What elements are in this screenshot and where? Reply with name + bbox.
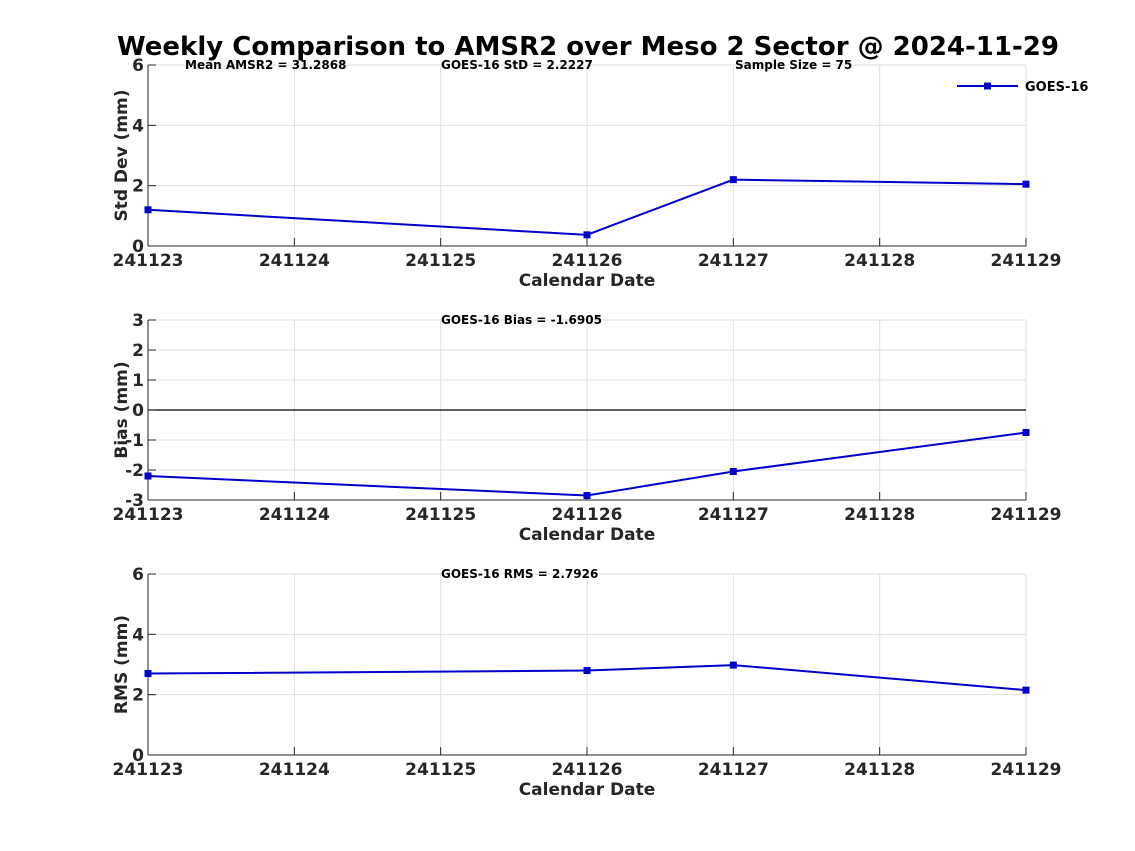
- bias-data-point: [1022, 429, 1030, 436]
- panels: 0 2 4 6 241123 241124 241125 241126 241127 241128…: [112, 56, 1088, 800]
- bias-x-axis-label: Calendar Date: [519, 525, 656, 545]
- std-dev-annotation: Sample Size = 75: [735, 58, 852, 72]
- rms-x-tick-label: 241126: [552, 760, 623, 780]
- rms-series-line: [147, 664, 1027, 692]
- legend-entry: GOES-16: [1025, 80, 1088, 95]
- legend-marker-swatch: [984, 82, 991, 90]
- rms-y-axis-label: RMS (mm): [112, 615, 132, 714]
- rms-x-tick-label: 241125: [405, 760, 476, 780]
- rms-x-axis-label: Calendar Date: [519, 780, 656, 800]
- std-dev-x-tick-label: 241123: [113, 251, 184, 271]
- std-dev-series-line: [147, 178, 1027, 236]
- std-dev-x-tick-label: 241124: [259, 251, 330, 271]
- bias-y-tick-label: 0: [132, 401, 144, 421]
- rms-data-point: [583, 667, 591, 675]
- bias-x-tick-label: 241127: [698, 505, 769, 525]
- rms-x-tick-label: 241124: [259, 760, 330, 780]
- panel-rms: 0 2 4 6 241123 241124 241125 241126 241127 241128…: [112, 565, 1061, 800]
- bias-x-tick-label: 241128: [844, 505, 915, 525]
- rms-y-tick-label: 2: [132, 686, 144, 706]
- rms-x-tick-label: 241127: [698, 760, 769, 780]
- bias-x-tick-label: 241125: [405, 505, 476, 525]
- std-dev-annotation: Mean AMSR2 = 31.2868: [185, 58, 346, 72]
- std-dev-x-tick-label: 241126: [552, 251, 623, 271]
- std-dev-y-axis-label: Std Dev (mm): [112, 89, 132, 221]
- std-dev-annotation: GOES-16 StD = 2.2227: [441, 58, 593, 72]
- rms-data-point: [729, 661, 737, 669]
- std-dev-x-tick-label: 241129: [991, 251, 1062, 271]
- bias-y-tick-label: 3: [132, 311, 144, 331]
- bias-y-tick-label: -3: [125, 491, 144, 511]
- std-dev-y-tick-label: 4: [132, 116, 144, 136]
- bias-x-tick-label: 241129: [991, 505, 1062, 525]
- bias-y-tick-label: 2: [132, 341, 144, 361]
- std-dev-data-point: [1022, 180, 1030, 188]
- std-dev-data-point: [729, 176, 737, 184]
- std-dev-y-tick-label: 6: [132, 56, 144, 76]
- std-dev-x-tick-label: 241125: [405, 251, 476, 271]
- panel-std-dev: 0 2 4 6 241123 241124 241125 241126 241127 241128…: [112, 56, 1088, 291]
- rms-data-point: [144, 670, 152, 678]
- bias-x-tick-label: 241124: [259, 505, 330, 525]
- std-dev-data-point: [583, 231, 591, 239]
- panel-bias: -3 -2 -1 0 1 2 3 241123 241124 241125 241126 241127…: [112, 311, 1061, 545]
- std-dev-data-point: [144, 206, 152, 214]
- rms-x-tick-label: 241128: [844, 760, 915, 780]
- bias-y-tick-label: -2: [125, 461, 144, 481]
- std-dev-x-axis-label: Calendar Date: [519, 271, 656, 291]
- rms-y-tick-label: 0: [132, 746, 144, 766]
- rms-y-tick-label: 6: [132, 565, 144, 585]
- bias-x-tick-label: 241123: [113, 505, 184, 525]
- rms-x-tick-label: 241123: [113, 760, 184, 780]
- std-dev-x-tick-label: 241127: [698, 251, 769, 271]
- rms-annotation: GOES-16 RMS = 2.7926: [441, 567, 598, 581]
- bias-annotation: GOES-16 Bias = -1.6905: [441, 313, 602, 327]
- rms-x-tick-label: 241129: [991, 760, 1062, 780]
- std-dev-x-tick-label: 241128: [844, 251, 915, 271]
- bias-y-axis-label: Bias (mm): [112, 361, 132, 458]
- rms-y-tick-label: 4: [132, 625, 144, 645]
- bias-y-tick-label: -1: [125, 431, 144, 451]
- rms-data-point: [1022, 686, 1030, 694]
- bias-x-tick-label: 241126: [552, 505, 623, 525]
- bias-series-line: [147, 431, 1027, 497]
- std-dev-legend: GOES-16: [957, 80, 1088, 95]
- bias-data-point: [583, 492, 591, 499]
- figure-title: Weekly Comparison to AMSR2 over Meso 2 S…: [117, 32, 1059, 62]
- std-dev-y-tick-label: 0: [132, 237, 144, 257]
- bias-y-tick-label: 1: [132, 371, 144, 391]
- std-dev-y-tick-label: 2: [132, 177, 144, 197]
- bias-data-point: [144, 472, 152, 480]
- bias-data-point: [729, 468, 737, 475]
